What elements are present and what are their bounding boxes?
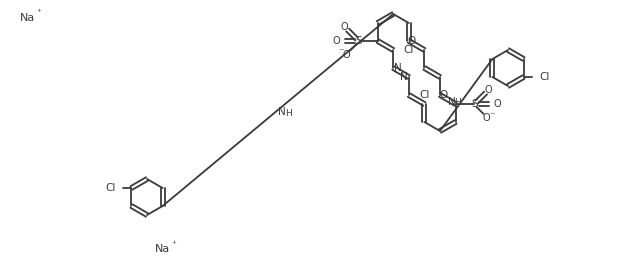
Text: Cl: Cl [419, 90, 430, 100]
Text: H: H [454, 98, 461, 107]
Text: ⁻: ⁻ [489, 111, 495, 121]
Text: N: N [400, 72, 408, 82]
Text: S: S [471, 99, 478, 109]
Text: O: O [341, 22, 348, 32]
Text: O: O [408, 36, 416, 46]
Text: Cl: Cl [105, 183, 115, 193]
Text: O: O [343, 50, 350, 60]
Text: O: O [332, 36, 340, 46]
Text: Cl: Cl [540, 72, 550, 82]
Text: H: H [285, 110, 292, 119]
Text: Na: Na [20, 13, 35, 23]
Text: Cl: Cl [404, 45, 414, 55]
Text: S: S [355, 36, 362, 46]
Text: O: O [483, 113, 490, 123]
Text: ⁺: ⁺ [171, 239, 176, 248]
Text: ⁺: ⁺ [36, 8, 41, 18]
Text: N: N [394, 63, 402, 73]
Text: Na: Na [155, 244, 170, 254]
Text: N: N [448, 97, 456, 107]
Text: O: O [493, 99, 501, 109]
Text: N: N [278, 107, 286, 117]
Text: O: O [485, 85, 492, 95]
Text: O: O [439, 90, 447, 100]
Text: ⁻: ⁻ [338, 47, 344, 57]
